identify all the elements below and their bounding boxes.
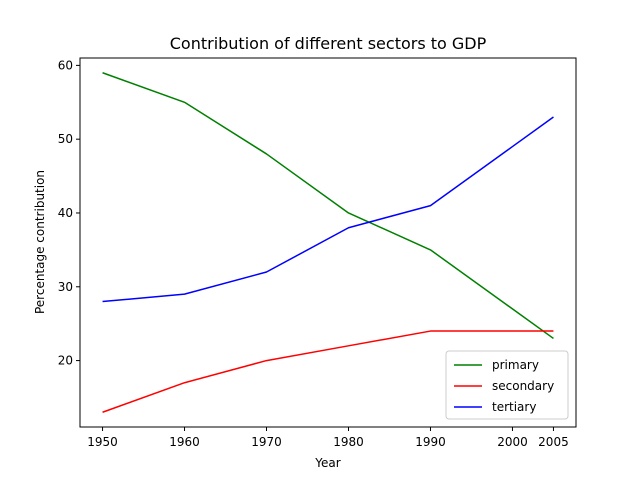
x-tick-label: 2005	[538, 435, 569, 449]
x-tick-label: 2000	[497, 435, 528, 449]
x-tick-label: 1970	[251, 435, 282, 449]
legend-label-secondary: secondary	[492, 379, 554, 393]
y-axis-label: Percentage contribution	[33, 170, 47, 314]
y-tick-label: 20	[58, 354, 73, 368]
x-tick-label: 1960	[169, 435, 200, 449]
x-tick-label: 1950	[87, 435, 118, 449]
x-tick-label: 1990	[415, 435, 446, 449]
y-tick-label: 40	[58, 206, 73, 220]
series-line-primary	[102, 72, 554, 340]
y-tick-label: 60	[58, 58, 73, 72]
x-axis: 1950 1960 1970 1980 1990 2000 2005	[87, 427, 569, 449]
chart-title: Contribution of different sectors to GDP	[170, 34, 487, 53]
series-line-secondary	[102, 330, 554, 413]
y-tick-label: 30	[58, 280, 73, 294]
plot-area-frame	[79, 57, 577, 428]
y-axis: 20 30 40 50 60	[58, 58, 80, 368]
series-line-tertiary	[102, 116, 554, 303]
legend-label-primary: primary	[492, 358, 539, 372]
legend: primary secondary tertiary	[445, 350, 569, 420]
legend-label-tertiary: tertiary	[492, 400, 536, 414]
series-lines	[102, 72, 554, 413]
legend-box	[445, 350, 569, 420]
y-tick-label: 50	[58, 132, 73, 146]
x-tick-label: 1980	[333, 435, 364, 449]
x-axis-label: Year	[314, 456, 340, 470]
